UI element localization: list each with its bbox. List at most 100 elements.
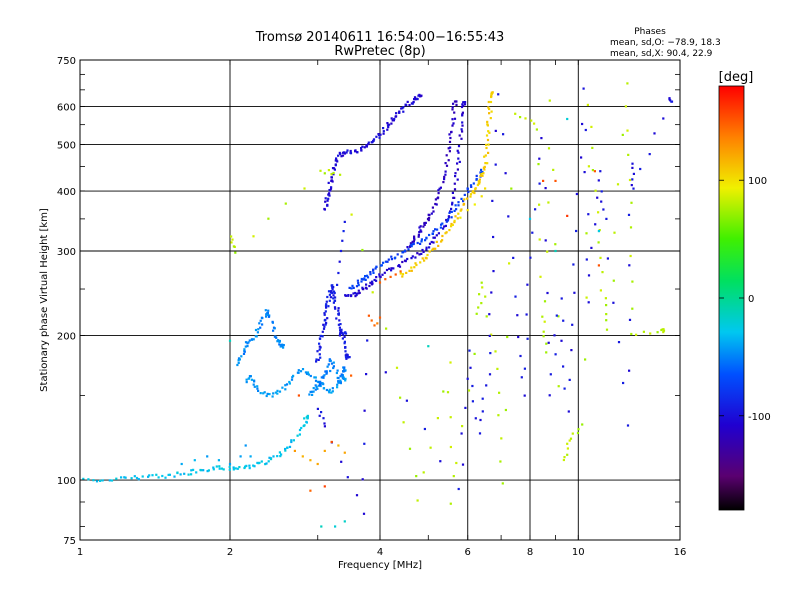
data-point bbox=[351, 284, 354, 287]
data-point bbox=[236, 467, 239, 470]
data-point bbox=[635, 333, 638, 336]
data-point bbox=[325, 321, 328, 324]
data-point bbox=[332, 365, 335, 368]
data-point bbox=[402, 110, 405, 113]
data-point bbox=[555, 314, 558, 317]
data-point bbox=[206, 455, 209, 458]
data-point bbox=[255, 335, 258, 338]
data-point bbox=[390, 255, 393, 258]
data-point bbox=[487, 130, 490, 133]
data-point bbox=[357, 292, 360, 295]
data-point bbox=[316, 350, 319, 353]
data-point bbox=[580, 156, 583, 159]
data-point bbox=[410, 269, 413, 272]
data-point bbox=[471, 384, 474, 388]
data-point bbox=[486, 123, 489, 126]
data-point bbox=[545, 351, 548, 354]
data-point bbox=[535, 128, 538, 131]
data-point bbox=[444, 173, 447, 176]
data-point bbox=[336, 369, 339, 372]
data-point bbox=[344, 379, 347, 382]
data-point bbox=[481, 397, 484, 400]
data-point bbox=[267, 460, 270, 463]
data-point bbox=[441, 222, 444, 225]
data-point bbox=[212, 466, 215, 469]
data-point bbox=[450, 225, 453, 228]
data-point bbox=[489, 100, 493, 104]
data-point bbox=[395, 112, 398, 115]
data-point bbox=[474, 417, 477, 420]
data-point bbox=[330, 290, 333, 293]
colorbar-tick-label: 0 bbox=[748, 294, 754, 305]
data-point bbox=[343, 451, 346, 454]
data-point bbox=[148, 474, 151, 477]
data-point bbox=[562, 319, 565, 322]
data-point bbox=[328, 192, 331, 195]
data-point bbox=[390, 122, 393, 125]
data-point bbox=[366, 276, 370, 279]
data-point bbox=[324, 200, 327, 203]
data-point bbox=[528, 217, 532, 220]
data-point bbox=[449, 445, 452, 449]
data-point bbox=[244, 345, 247, 348]
data-point bbox=[239, 455, 242, 458]
data-point bbox=[613, 231, 616, 234]
data-point bbox=[363, 409, 366, 412]
data-point bbox=[631, 166, 634, 169]
data-point bbox=[298, 428, 302, 432]
data-point bbox=[234, 467, 237, 470]
data-point bbox=[326, 199, 329, 202]
data-point bbox=[327, 169, 330, 172]
colorbar-tick-label: 100 bbox=[748, 176, 767, 187]
data-point bbox=[412, 101, 415, 104]
data-point bbox=[312, 387, 315, 390]
data-point bbox=[547, 341, 550, 344]
data-point bbox=[451, 108, 454, 111]
data-point bbox=[92, 479, 95, 482]
data-point bbox=[447, 159, 450, 162]
data-point bbox=[264, 463, 267, 466]
data-point bbox=[587, 301, 590, 304]
data-point bbox=[461, 121, 464, 124]
data-point bbox=[238, 466, 241, 469]
data-point bbox=[517, 335, 520, 339]
data-point bbox=[478, 178, 481, 181]
data-point bbox=[494, 129, 497, 132]
y-tick-label: 750 bbox=[57, 56, 76, 67]
data-point bbox=[475, 312, 478, 315]
data-point bbox=[534, 208, 537, 211]
data-point bbox=[267, 309, 270, 312]
data-point bbox=[141, 475, 144, 478]
data-point bbox=[553, 334, 556, 337]
data-point bbox=[320, 376, 323, 379]
data-point bbox=[449, 136, 452, 140]
data-point bbox=[596, 196, 599, 199]
data-point bbox=[492, 235, 495, 239]
data-point bbox=[364, 275, 367, 278]
data-point bbox=[337, 313, 340, 316]
data-point bbox=[543, 300, 547, 303]
data-point bbox=[297, 371, 300, 374]
data-point bbox=[480, 168, 483, 171]
data-point bbox=[590, 246, 593, 249]
data-point bbox=[356, 151, 359, 154]
data-point bbox=[411, 240, 414, 243]
chart-subtitle: RwPretec (8p) bbox=[334, 44, 425, 59]
data-point bbox=[411, 255, 414, 258]
data-point bbox=[253, 465, 256, 468]
data-point bbox=[621, 133, 624, 136]
data-point bbox=[375, 265, 378, 268]
data-point bbox=[508, 262, 511, 265]
data-point bbox=[630, 184, 633, 187]
data-point bbox=[403, 259, 407, 262]
data-point bbox=[436, 228, 439, 231]
data-point bbox=[581, 122, 584, 126]
data-point bbox=[437, 192, 440, 195]
data-point bbox=[370, 283, 373, 286]
data-point bbox=[668, 98, 671, 101]
data-point bbox=[396, 253, 399, 256]
data-point bbox=[393, 117, 396, 121]
data-point bbox=[628, 369, 631, 372]
data-point bbox=[591, 169, 594, 172]
data-point bbox=[261, 317, 264, 320]
